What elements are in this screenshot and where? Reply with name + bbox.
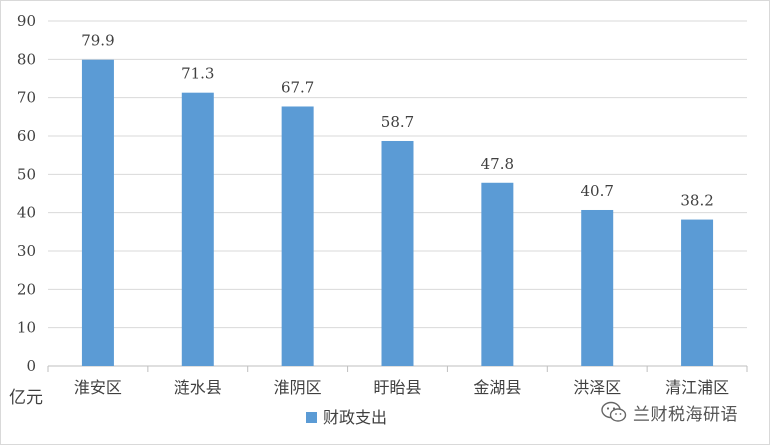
watermark-text: 兰财税海研语 [633,404,738,425]
y-tick-label: 0 [26,357,36,375]
y-tick-label: 40 [17,204,36,222]
data-label: 79.9 [81,32,114,50]
data-label: 47.8 [481,155,514,173]
data-label: 58.7 [381,113,414,131]
x-tick-label: 淮安区 [74,378,122,397]
bar [481,182,514,366]
legend-label: 财政支出 [323,408,387,427]
y-tick-label: 30 [17,242,36,260]
y-axis-label: 亿元 [9,388,43,408]
x-tick-label: 涟水县 [174,378,222,397]
bar [581,209,614,366]
data-label: 38.2 [680,192,713,210]
bar [281,106,314,366]
y-tick-label: 70 [17,89,36,107]
data-label: 67.7 [281,78,314,96]
data-label: 71.3 [181,65,214,83]
bar [181,92,214,366]
watermark: 兰财税海研语 [601,398,738,426]
legend-swatch [306,412,317,423]
x-tick-label: 淮阴区 [274,378,322,397]
y-tick-label: 80 [17,50,36,68]
y-tick-label: 60 [17,127,36,145]
x-tick-label: 洪泽区 [573,378,621,397]
bar [681,219,714,366]
bar [81,59,114,366]
data-label: 40.7 [581,182,614,200]
y-tick-label: 50 [17,165,36,183]
y-tick-label: 10 [17,319,36,337]
wechat-icon [601,401,627,422]
x-tick-label: 金湖县 [473,378,521,397]
x-tick-label: 盱眙县 [373,378,421,397]
bar [381,140,414,366]
y-tick-label: 20 [17,280,36,298]
x-tick-label: 清江浦区 [665,378,729,397]
y-tick-label: 90 [17,12,36,30]
